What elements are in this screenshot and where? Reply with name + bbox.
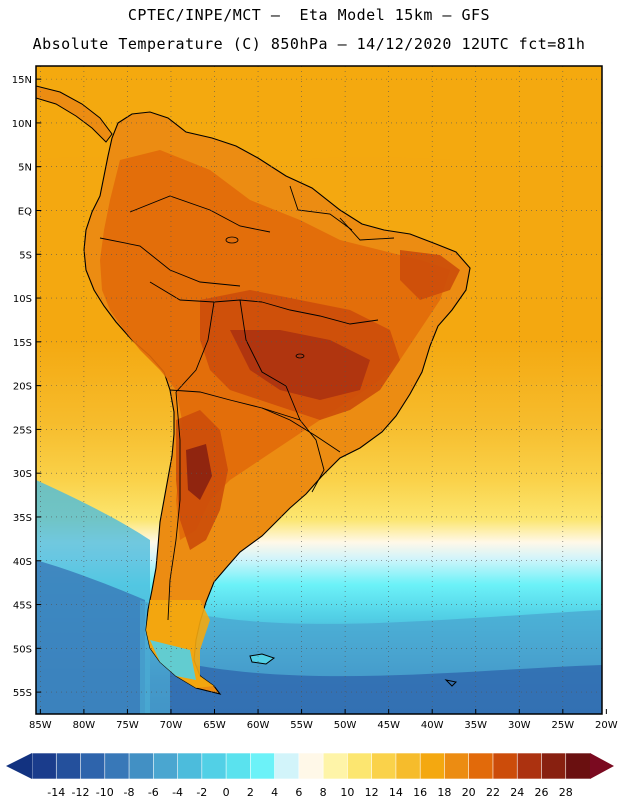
graticule bbox=[36, 66, 602, 714]
country-borders bbox=[99, 185, 395, 621]
lon-tick-label: 55W bbox=[290, 720, 313, 731]
lon-tick-label: 85W bbox=[29, 720, 52, 731]
lat-tick-label: 45S bbox=[13, 601, 32, 612]
colorbar-label: 14 bbox=[389, 786, 403, 799]
lat-tick-label: 55S bbox=[13, 688, 32, 699]
lat-tick-label: 50S bbox=[13, 644, 32, 655]
lat-tick-label: 10S bbox=[13, 294, 32, 305]
lat-tick-label: 15S bbox=[13, 338, 32, 349]
chart-title-line2: Absolute Temperature (C) 850hPa – 14/12/… bbox=[32, 35, 586, 53]
colorbar-label: 24 bbox=[510, 786, 524, 799]
colorbar-label: 22 bbox=[486, 786, 500, 799]
chart-title-line1: CPTEC/INPE/MCT – Eta Model 15km – GFS bbox=[127, 6, 491, 24]
colorbar-label: 12 bbox=[365, 786, 379, 799]
colorbar-swatch bbox=[153, 752, 179, 780]
colorbar-swatch bbox=[468, 752, 494, 780]
cool-region bbox=[150, 640, 196, 680]
colorbar-label: -12 bbox=[72, 786, 90, 799]
island bbox=[444, 679, 458, 687]
hot-region bbox=[230, 330, 370, 400]
lat-tick-label: 10N bbox=[12, 119, 32, 130]
lake bbox=[225, 236, 239, 244]
lon-tick-label: 35W bbox=[464, 720, 487, 731]
colorbar-under-arrow bbox=[6, 753, 32, 779]
colorbar-swatch bbox=[80, 752, 106, 780]
colorbar-swatch bbox=[250, 752, 276, 780]
hot-region bbox=[400, 250, 460, 300]
colorbar-swatch bbox=[55, 752, 82, 780]
colorbar-swatch bbox=[322, 752, 349, 780]
colorbar-swatch bbox=[371, 752, 397, 780]
colorbar-swatch bbox=[516, 752, 543, 780]
colorbar-label: -6 bbox=[148, 786, 159, 799]
latitude-axis: 15N 10N 5N EQ 5S 10S 15S 20S 25S 30S 35S 40S 45S 50S 5… bbox=[12, 75, 41, 699]
lon-tick-label: 25W bbox=[552, 720, 575, 731]
colorbar-label: 4 bbox=[271, 786, 278, 799]
colorbar-label: -2 bbox=[196, 786, 207, 799]
lon-tick-label: 65W bbox=[203, 720, 226, 731]
colorbar-swatch bbox=[128, 752, 155, 780]
colorbar-label: -4 bbox=[172, 786, 183, 799]
colorbar-label: 0 bbox=[223, 786, 230, 799]
lon-tick-label: 30W bbox=[508, 720, 531, 731]
colorbar-swatch bbox=[347, 752, 373, 780]
colorbar-over-arrow bbox=[590, 753, 614, 779]
lat-tick-label: 25S bbox=[13, 425, 32, 436]
colorbar-label: 8 bbox=[320, 786, 327, 799]
colorbar-label: 10 bbox=[340, 786, 354, 799]
colorbar-label: 16 bbox=[413, 786, 427, 799]
colorbar-swatch bbox=[298, 752, 324, 780]
colorbar-label: 28 bbox=[559, 786, 573, 799]
lon-tick-label: 45W bbox=[377, 720, 400, 731]
colorbar-label: -14 bbox=[47, 786, 65, 799]
colorbar-label: 20 bbox=[462, 786, 476, 799]
colorbar-label: 26 bbox=[534, 786, 548, 799]
lat-tick-label: 35S bbox=[13, 513, 32, 524]
lon-tick-label: 80W bbox=[73, 720, 96, 731]
colorbar-swatch bbox=[225, 752, 252, 780]
lat-tick-label: 15N bbox=[12, 75, 32, 86]
lon-tick-label: 40W bbox=[421, 720, 444, 731]
lat-tick-label: 40S bbox=[13, 557, 32, 568]
colorbar-swatch bbox=[419, 752, 446, 780]
lat-tick-label: 20S bbox=[13, 382, 32, 393]
hot-region bbox=[186, 444, 212, 500]
colorbar-label: -8 bbox=[124, 786, 135, 799]
colorbar-label: 6 bbox=[295, 786, 302, 799]
central-america-land bbox=[36, 85, 113, 143]
lake bbox=[295, 353, 305, 359]
cool-region bbox=[146, 600, 214, 688]
falkland-islands bbox=[249, 653, 276, 665]
lat-tick-label: 5N bbox=[18, 163, 32, 174]
colorbar-swatch bbox=[274, 752, 300, 780]
colorbar-swatch bbox=[541, 752, 567, 780]
colorbar-swatch bbox=[395, 752, 421, 780]
colorbar-swatch bbox=[565, 752, 591, 780]
colorbar-label: 18 bbox=[437, 786, 451, 799]
lat-tick-label: 30S bbox=[13, 469, 32, 480]
lat-tick-label: 5S bbox=[19, 250, 32, 261]
lon-tick-label: 70W bbox=[160, 720, 183, 731]
lon-tick-label: 75W bbox=[116, 720, 139, 731]
map-frame bbox=[35, 65, 603, 715]
lon-tick-label: 20W bbox=[595, 720, 618, 731]
longitude-axis: 85W 80W 75W 70W 65W 60W 55W 50W 45W 40W 35W 30W 25W 2… bbox=[29, 709, 618, 731]
map-area bbox=[36, 66, 602, 714]
lat-tick-label: EQ bbox=[18, 206, 32, 217]
colorbar-swatch bbox=[201, 752, 227, 780]
colorbar-swatch bbox=[444, 752, 470, 780]
colorbar-swatch bbox=[31, 752, 58, 780]
colorbar-swatch bbox=[177, 752, 203, 780]
colorbar: -14 -12 -10 -8 -6 -4 -2 0 2 4 6 8 10 12 14 16 18 20 22 24 26… bbox=[6, 752, 614, 799]
colorbar-label: -10 bbox=[96, 786, 114, 799]
cold-region bbox=[170, 660, 602, 714]
colorbar-label: 2 bbox=[247, 786, 254, 799]
colorbar-swatch bbox=[104, 752, 130, 780]
cold-region bbox=[36, 560, 145, 714]
lon-tick-label: 50W bbox=[334, 720, 357, 731]
colorbar-swatch bbox=[492, 752, 519, 780]
lon-tick-label: 60W bbox=[247, 720, 270, 731]
